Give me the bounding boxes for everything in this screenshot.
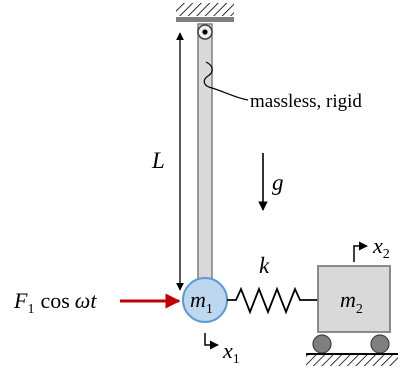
force-omega-t: ωt xyxy=(75,288,98,313)
wheel-left xyxy=(312,334,332,354)
force-cos: cos xyxy=(40,288,69,313)
mass1-label: m1 xyxy=(190,287,213,317)
ground xyxy=(306,353,398,366)
x2-arrow xyxy=(353,241,368,262)
force-subscript: 1 xyxy=(27,302,34,317)
ceiling-hatch xyxy=(176,3,234,16)
force-label: F1 cos ωt xyxy=(13,288,97,317)
mass2-label: m2 xyxy=(340,287,363,317)
massless-rigid-label: massless, rigid xyxy=(250,91,362,112)
pivot-joint xyxy=(197,24,213,40)
x1-label: x1 xyxy=(222,338,240,367)
ground-hatch xyxy=(306,355,398,366)
spring-constant-label: k xyxy=(259,253,270,278)
mass1-subscript: 1 xyxy=(206,302,213,317)
pendulum-rod xyxy=(197,23,213,283)
mass2-block xyxy=(317,265,391,333)
ceiling-support xyxy=(176,3,234,22)
spring xyxy=(227,286,318,315)
length-label: L xyxy=(151,148,165,173)
mass2-m: m xyxy=(340,287,356,312)
x2-label: x2 xyxy=(372,233,390,262)
note-leader-line xyxy=(203,61,249,101)
ceiling-plate xyxy=(176,17,234,22)
gravity-label: g xyxy=(272,170,284,195)
x1-subscript: 1 xyxy=(233,352,240,367)
x2-x: x xyxy=(372,233,383,258)
wheel-right xyxy=(370,334,390,354)
x2-subscript: 2 xyxy=(383,247,390,262)
x1-x: x xyxy=(222,338,233,363)
x1-arrow xyxy=(204,333,219,350)
mass1-m: m xyxy=(190,287,206,312)
force-F: F xyxy=(13,288,28,313)
mass2-subscript: 2 xyxy=(356,302,363,317)
